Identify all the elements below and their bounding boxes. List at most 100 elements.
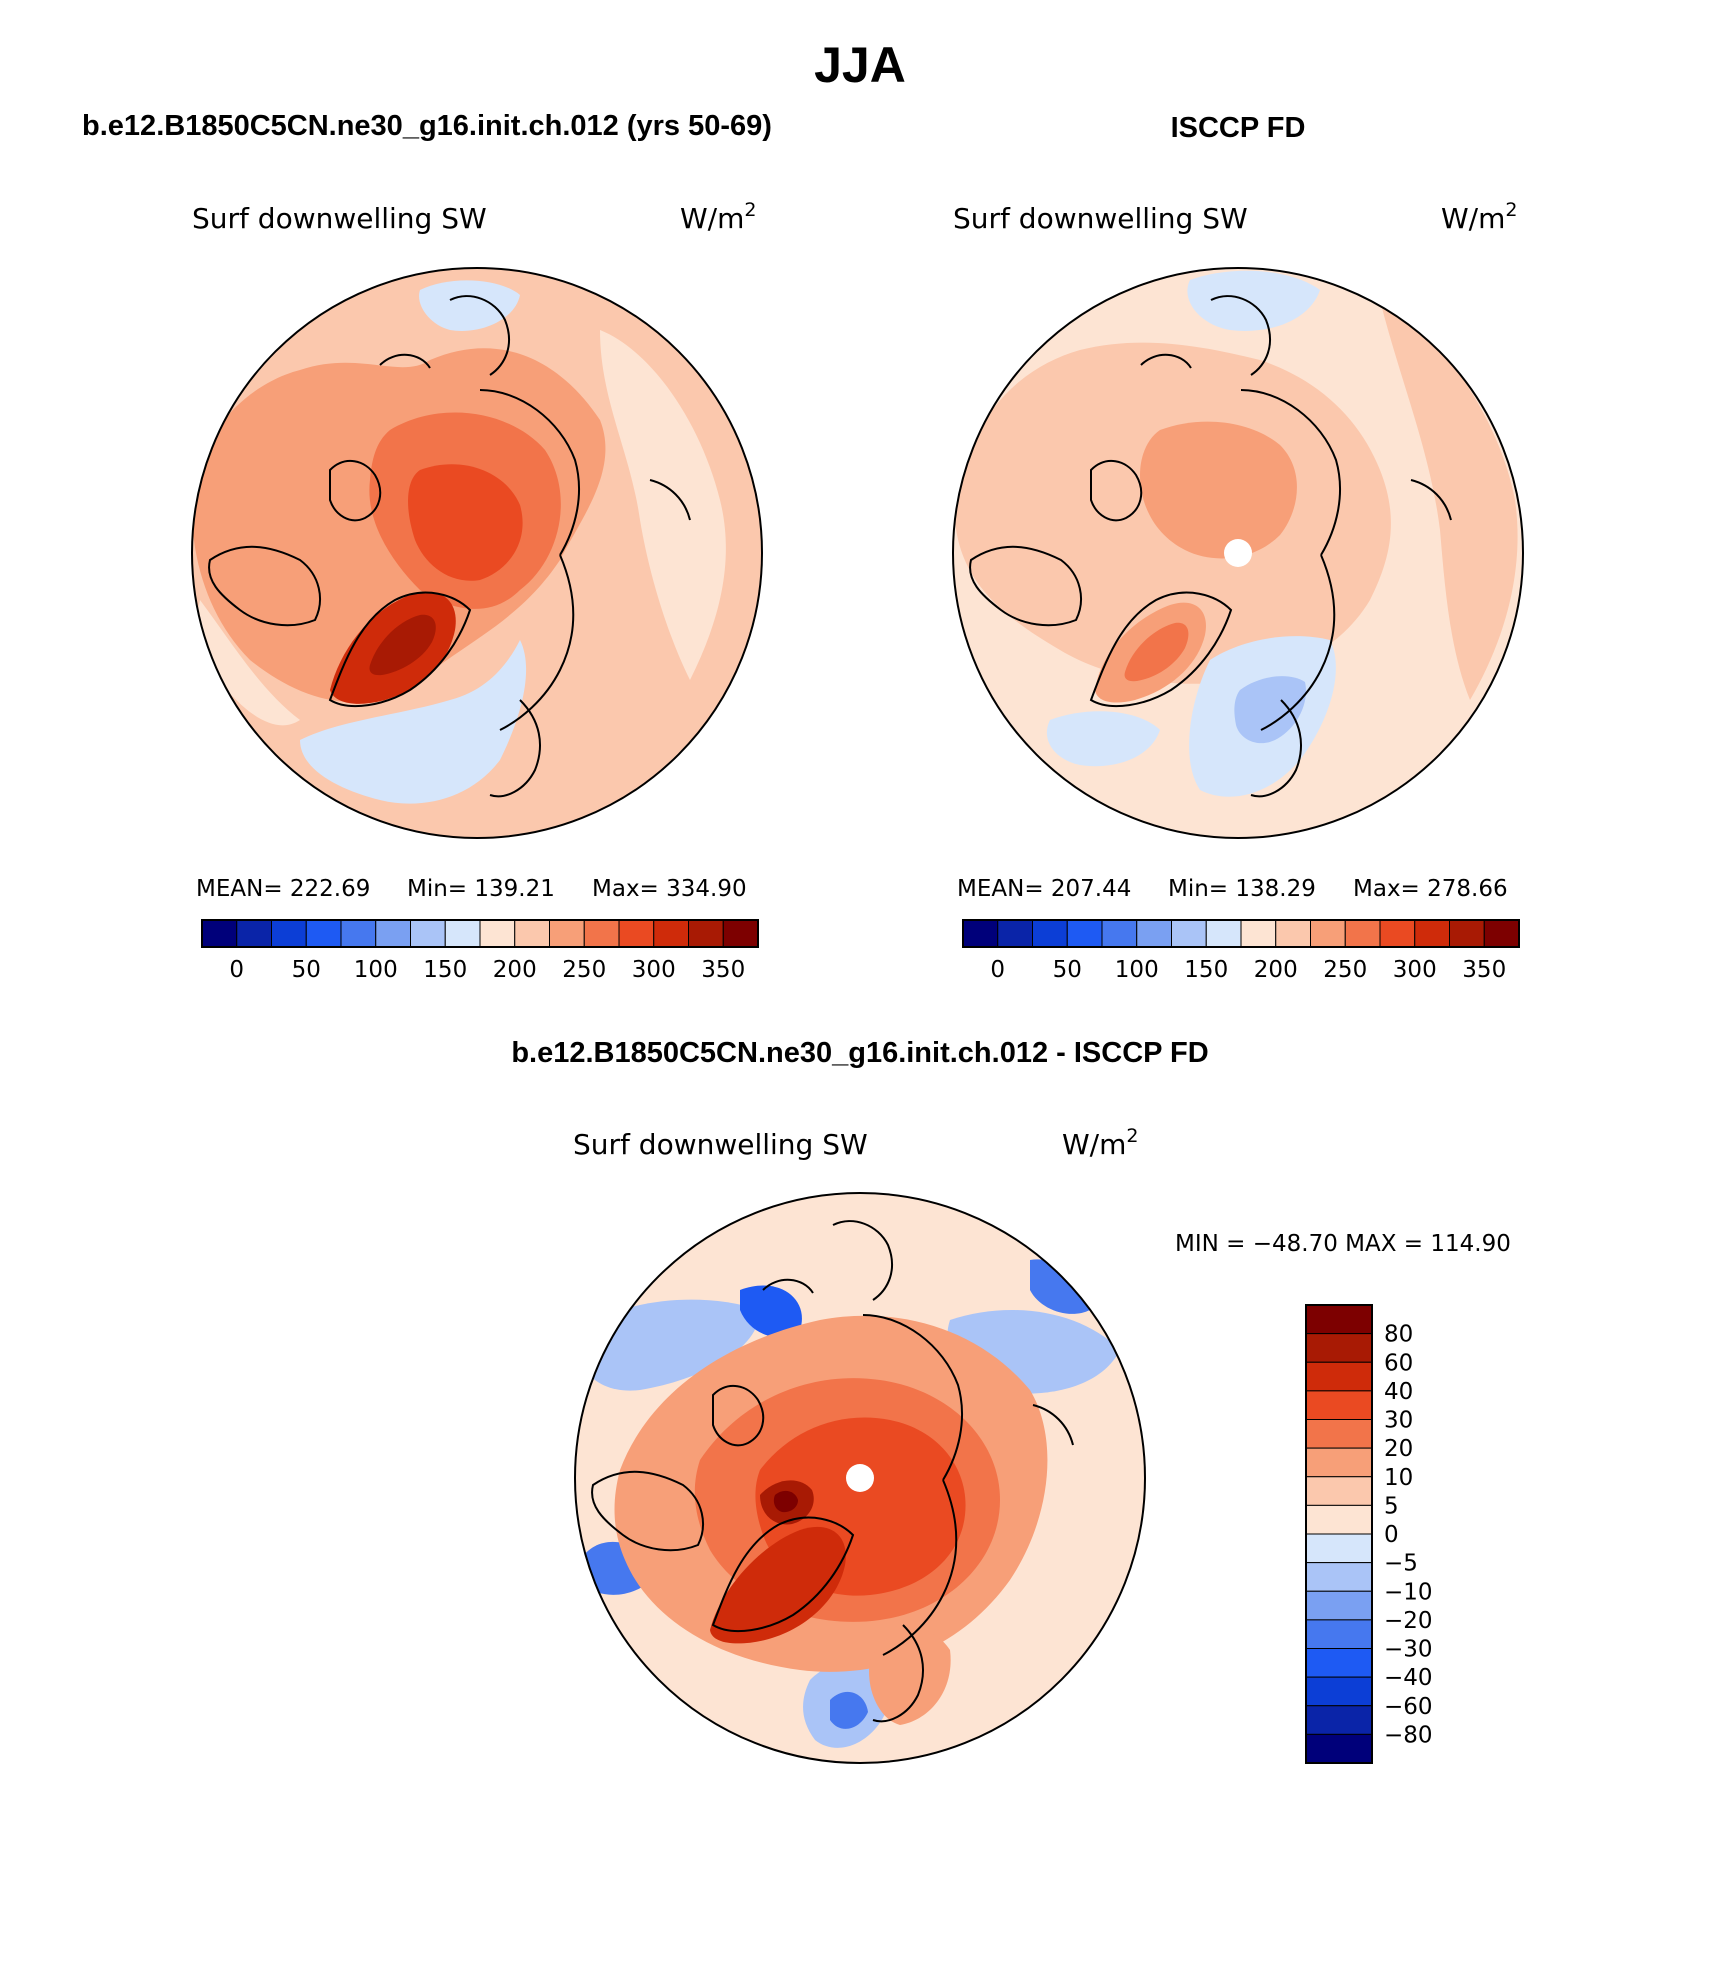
panel-model-colorbar: 0 50 100 150 200 250 300 350 [201, 919, 759, 983]
colorbar-swatch [236, 919, 272, 948]
colorbar-swatch [1483, 919, 1520, 948]
colorbar-swatch [1305, 1304, 1373, 1335]
colorbar-tick-label: 350 [1462, 957, 1506, 983]
field-contour [1124, 622, 1189, 682]
coastline [969, 545, 1082, 627]
panel-obs-colorbar: 0 50 100 150 200 250 300 350 [962, 919, 1520, 983]
coastline [1032, 1404, 1074, 1446]
panel-diff-map-field [575, 1193, 1145, 1763]
coastline [328, 591, 472, 707]
colorbar-tick-label: 200 [1254, 957, 1298, 983]
coastline [591, 1470, 704, 1552]
coastline [712, 1385, 765, 1447]
colorbar-swatch [1305, 1333, 1373, 1363]
field-contour [740, 1285, 802, 1338]
colorbar-swatch [1032, 919, 1068, 948]
colorbar-swatch [1305, 1447, 1373, 1478]
coastline [832, 1220, 893, 1301]
colorbar-tick-label: 20 [1384, 1436, 1413, 1462]
coastline [872, 1624, 924, 1723]
colorbar-tick-label: −5 [1384, 1551, 1418, 1577]
colorbar-tick-label: 200 [493, 957, 537, 983]
panel-obs: ISCCP FD Surf downwelling SW W/m2 [952, 112, 1524, 983]
panel-obs-pole-gap [1224, 539, 1252, 567]
colorbar-swatch [618, 919, 655, 948]
coastline [208, 545, 321, 627]
panel-model-coastlines [208, 295, 691, 798]
coastline [1410, 479, 1452, 521]
coastline [1240, 389, 1342, 731]
colorbar-swatch [1310, 919, 1346, 948]
colorbar-swatch [1136, 919, 1172, 948]
colorbar-swatch [1171, 919, 1207, 948]
panel-model-title: b.e12.B1850C5CN.ne30_g16.init.ch.012 (yr… [82, 110, 772, 142]
colorbar-swatch [271, 919, 307, 948]
colorbar-tick-label: −80 [1384, 1722, 1433, 1748]
colorbar-swatch [1305, 1733, 1373, 1764]
colorbar-swatch [1305, 1676, 1373, 1707]
field-contour [408, 464, 523, 581]
colorbar-swatch [514, 919, 550, 948]
field-contour [773, 1490, 798, 1513]
field-contour [369, 614, 436, 676]
panel-model-stat-min: Min= 139.21 [407, 876, 555, 902]
panel-obs-title: ISCCP FD [1171, 112, 1306, 144]
field-contour [1140, 421, 1297, 559]
panel-model-units: W/m2 [680, 199, 757, 235]
colorbar-swatch [375, 919, 411, 948]
colorbar-swatch [1305, 1419, 1373, 1449]
coastline [329, 460, 382, 522]
coastline [649, 479, 691, 521]
panel-model-units-sup: 2 [744, 199, 756, 221]
panel-diff-variable-label: Surf downwelling SW [573, 1128, 868, 1161]
panel-diff-units-text: W/m [1062, 1128, 1126, 1161]
panel-diff-stat-minmax: MIN = −48.70 MAX = 114.90 [1175, 1231, 1511, 1257]
panel-obs-units-sup: 2 [1505, 199, 1517, 221]
coastline [1090, 460, 1143, 522]
panel-model-stat-max: Max= 334.90 [592, 876, 747, 902]
colorbar-swatch [201, 919, 238, 948]
colorbar-swatch [1305, 1361, 1373, 1392]
colorbar-tick-label: 30 [1384, 1408, 1413, 1434]
panel-model-stat-mean: MEAN= 222.69 [196, 876, 370, 902]
panel-obs-stat-min: Min= 138.29 [1168, 876, 1316, 902]
coastline [1089, 591, 1233, 707]
colorbar-tick-label: 10 [1384, 1465, 1413, 1491]
colorbar-tick-label: 150 [423, 957, 467, 983]
panel-model-map-field [192, 268, 762, 838]
coastline [1140, 353, 1192, 369]
colorbar-tick-label: −10 [1384, 1579, 1433, 1605]
panel-obs-units: W/m2 [1441, 199, 1518, 235]
colorbar-swatch [653, 919, 689, 948]
colorbar-tick-label: 80 [1384, 1322, 1413, 1348]
colorbar-swatch [1414, 919, 1450, 948]
colorbar-swatch [1275, 919, 1311, 948]
panel-diff-units-sup: 2 [1126, 1125, 1138, 1147]
colorbar-swatch [410, 919, 446, 948]
field-contour [419, 280, 520, 331]
colorbar-tick-label: 300 [632, 957, 676, 983]
field-contour [1234, 676, 1306, 744]
panel-obs-stat-max: Max= 278.66 [1353, 876, 1508, 902]
colorbar-swatch [1305, 1533, 1373, 1564]
colorbar-tick-label: 100 [354, 957, 398, 983]
colorbar-swatch [688, 919, 724, 948]
field-contour [196, 600, 300, 726]
panel-obs-variable-label: Surf downwelling SW [953, 202, 1248, 235]
panel-obs-map-border [952, 267, 1524, 839]
colorbar-swatch [1305, 1648, 1373, 1678]
panel-obs-coastlines [969, 295, 1452, 798]
colorbar-tick-label: 100 [1115, 957, 1159, 983]
colorbar-frame [201, 919, 759, 948]
field-contour [1046, 711, 1160, 767]
colorbar-swatch [340, 919, 377, 948]
colorbar-swatch [1305, 1705, 1373, 1735]
colorbar-swatch [1344, 919, 1381, 948]
colorbar-tick-label: 150 [1184, 957, 1228, 983]
colorbar-tick-label: 50 [292, 957, 321, 983]
colorbar-swatch [479, 919, 516, 948]
colorbar-swatch [1305, 1476, 1373, 1506]
panel-model: b.e12.B1850C5CN.ne30_g16.init.ch.012 (yr… [82, 110, 772, 983]
colorbar-tick-label: 250 [1323, 957, 1367, 983]
